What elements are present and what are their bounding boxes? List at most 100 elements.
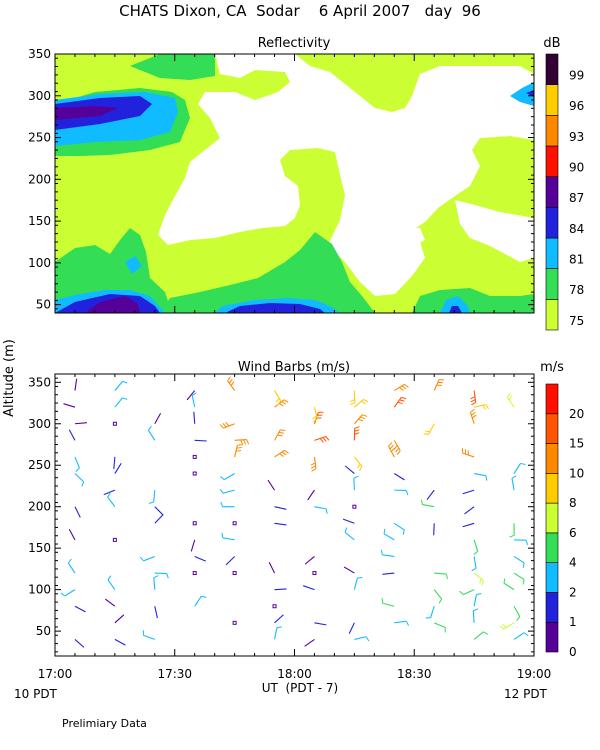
barb-flag: [473, 608, 479, 612]
barb-flag: [227, 376, 231, 382]
barb-staff: [343, 566, 355, 574]
barb-staff: [342, 518, 355, 524]
barb-staff: [430, 606, 435, 618]
barb-staff: [422, 504, 435, 508]
colorbar-cell: [545, 413, 559, 444]
barb-staff: [474, 404, 486, 408]
colorbar-label: 10: [569, 466, 584, 480]
level-84-lower-right: [449, 306, 462, 313]
barb-staff: [143, 555, 155, 562]
wind-barbs-title: Wind Barbs (m/s): [238, 360, 350, 375]
barb-flag: [354, 426, 360, 429]
barb-flag: [358, 418, 364, 422]
colorbar-cell: [545, 473, 559, 504]
barb-flag: [310, 462, 316, 466]
barb-staff: [344, 465, 355, 474]
barb-staff: [114, 614, 125, 624]
no-data-region-main: [158, 54, 534, 296]
barb-flag: [344, 527, 348, 533]
reflectivity-colorbar-unit: dB: [543, 36, 560, 51]
barb-flag: [459, 590, 464, 596]
barb-staff: [225, 556, 236, 566]
barb-flag: [219, 424, 224, 429]
barb-flag: [281, 451, 287, 456]
barb-staff: [426, 489, 435, 501]
colorbar-label: 2: [569, 585, 577, 599]
barb-staff: [503, 582, 515, 591]
barb-staff: [344, 531, 355, 541]
barb-flag: [279, 403, 284, 407]
barb-flag: [471, 411, 476, 416]
barb-staff: [267, 479, 276, 491]
colorbar-label: 8: [569, 496, 577, 510]
y-tick-label: 250: [28, 131, 51, 145]
barb-staff: [191, 395, 196, 408]
barb-staff: [383, 533, 395, 541]
barb-staff: [274, 429, 281, 441]
y-tick-label: 350: [28, 375, 51, 389]
barb-staff: [154, 413, 162, 425]
x-tick-label: 19:00: [517, 667, 552, 681]
colorbar-label: 4: [569, 556, 577, 570]
calm-marker: [232, 620, 237, 625]
barb-flag: [470, 408, 475, 413]
colorbar-label: 84: [569, 222, 584, 236]
barb-flag: [503, 578, 506, 584]
barb-flag: [235, 449, 242, 452]
barb-staff: [74, 605, 86, 613]
barb-staff: [194, 555, 206, 562]
barb-flag: [483, 631, 488, 635]
barb-flag: [476, 593, 482, 595]
barb-flag: [393, 445, 398, 450]
calm-marker: [192, 521, 197, 526]
colorbar-cell: [545, 532, 559, 563]
barb-flag: [399, 387, 404, 391]
barb-staff: [382, 554, 395, 558]
barb-staff: [222, 537, 235, 541]
barb-flag: [404, 383, 409, 388]
barb-flag: [81, 481, 85, 487]
reflectivity-frame: [54, 53, 535, 314]
barb-staff: [511, 478, 515, 491]
colorbar-cell: [545, 562, 559, 593]
barb-staff: [68, 429, 76, 441]
barb-staff: [114, 381, 123, 391]
barb-staff: [513, 463, 521, 474]
barb-flag: [353, 475, 359, 479]
barb-staff: [154, 514, 164, 524]
barb-staff: [302, 585, 315, 591]
barb-staff: [153, 577, 156, 590]
y-tick-label: 250: [28, 458, 51, 472]
wind-frame: [54, 373, 535, 657]
barb-staff: [113, 456, 116, 469]
barb-flag: [420, 499, 423, 505]
barb-flag: [481, 580, 484, 586]
barb-flag: [396, 450, 401, 455]
calm-marker: [192, 571, 197, 576]
barb-flag: [354, 432, 360, 435]
barb-staff: [107, 496, 116, 508]
barb-flag: [405, 620, 410, 626]
barb-flag: [357, 463, 361, 469]
barb-staff: [190, 539, 196, 552]
barb-staff: [143, 634, 155, 640]
barb-staff: [473, 556, 477, 569]
barb-staff: [223, 473, 235, 481]
barb-staff: [348, 622, 355, 634]
barb-staff: [473, 572, 484, 581]
barb-staff: [314, 506, 327, 510]
calm-marker: [272, 604, 277, 609]
barb-staff: [147, 429, 156, 441]
colorbar-label: 78: [569, 283, 584, 297]
barb-flag: [122, 380, 128, 384]
barb-flag: [280, 429, 286, 432]
barb-flag: [485, 475, 488, 481]
calm-marker: [112, 421, 117, 426]
barb-flag: [516, 616, 521, 621]
level-78-lower-right: [412, 288, 534, 313]
barb-flag: [523, 632, 529, 637]
barb-staff: [382, 572, 395, 575]
barb-staff: [353, 478, 355, 491]
y-tick-label: 50: [36, 624, 51, 638]
barb-staff: [313, 407, 318, 419]
